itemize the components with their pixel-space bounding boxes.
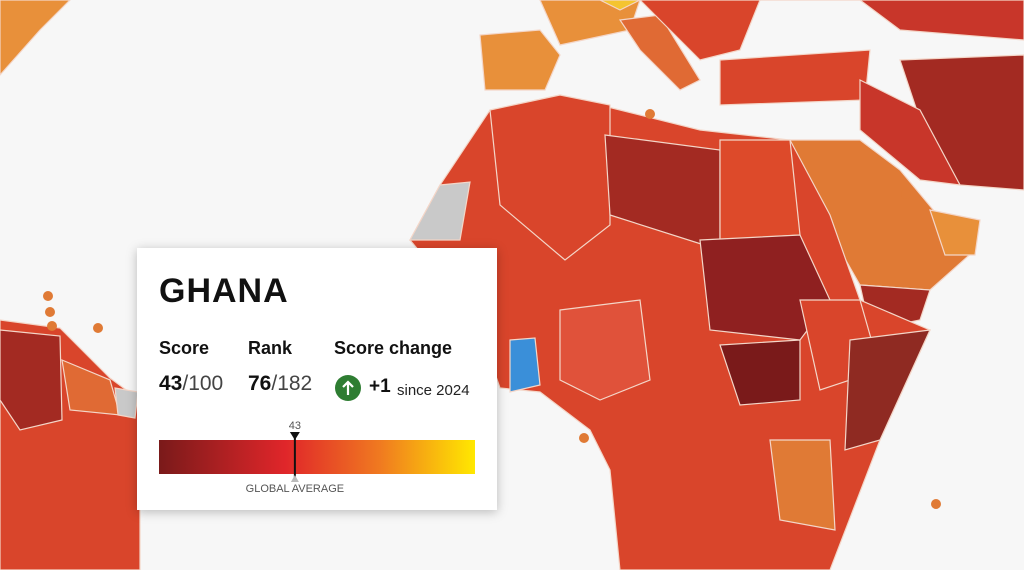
- gauge-bar: [159, 440, 475, 474]
- country-name: GHANA: [159, 272, 289, 310]
- rank-value: 76/182: [248, 372, 312, 396]
- change-label: Score change: [334, 338, 453, 358]
- score: 43: [159, 372, 183, 395]
- score-change: +1: [369, 376, 391, 397]
- marker-foot: [290, 475, 299, 482]
- country-card: GHANA Score Rank Score change 43/100 76/…: [137, 248, 497, 510]
- rank-label: Rank: [248, 338, 293, 358]
- score-value: 43/100: [159, 372, 223, 396]
- gauge: 43 GLOBAL AVERAGE: [159, 420, 475, 495]
- score-total: /100: [182, 372, 224, 395]
- marker-head: [289, 432, 300, 440]
- up-arrow: [335, 375, 361, 401]
- marker-label: 43: [289, 420, 301, 432]
- rank: 76: [248, 372, 272, 395]
- gauge-label: GLOBAL AVERAGE: [246, 483, 344, 495]
- score-label: Score: [159, 338, 210, 358]
- rank-total: /182: [271, 372, 313, 395]
- since-year: since 2024: [397, 382, 470, 399]
